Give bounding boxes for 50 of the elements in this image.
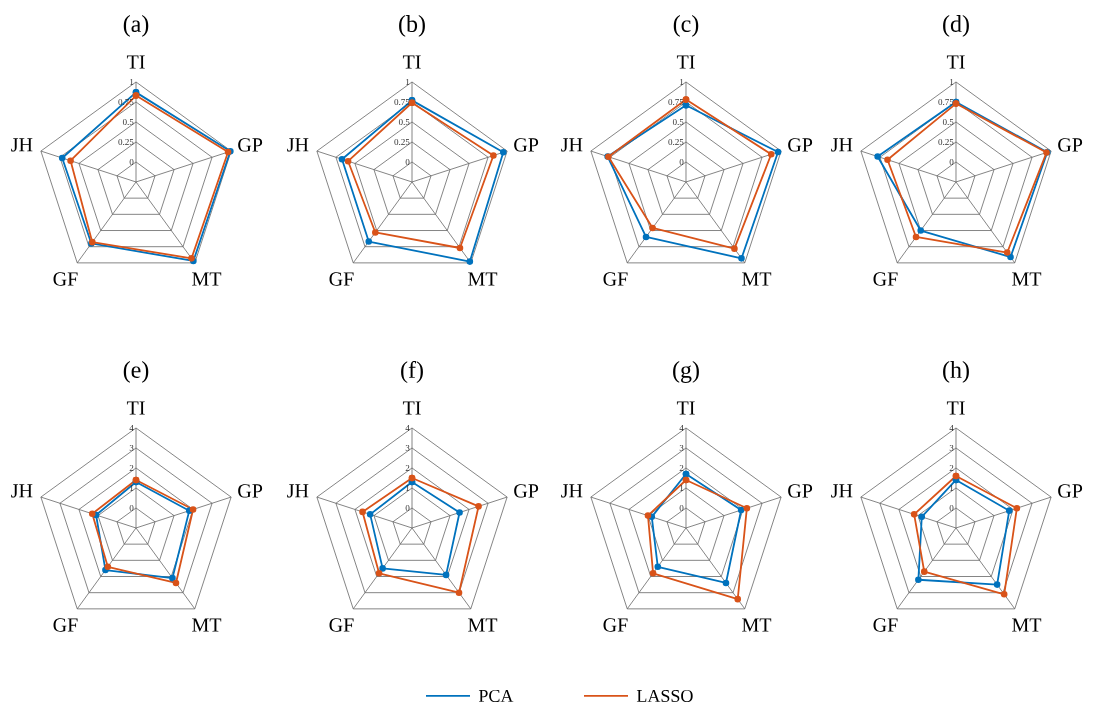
spoke-label: GP: [1058, 138, 1083, 152]
spoke-label: MT: [192, 618, 222, 632]
chart-title: (e): [123, 361, 149, 383]
legend-label: PCA: [478, 689, 514, 703]
spoke-label: MT: [1012, 272, 1042, 286]
spoke-label: GF: [873, 272, 898, 286]
spoke-label: JH: [831, 484, 853, 498]
spoke-label: GF: [603, 618, 628, 632]
spoke-label: GP: [514, 138, 539, 152]
spoke-label: GP: [238, 138, 263, 152]
chart-title: (b): [399, 15, 425, 37]
chart-title: (h): [943, 361, 969, 383]
spoke-label: TI: [676, 55, 695, 69]
spoke-label: MT: [192, 272, 222, 286]
spoke-label: MT: [742, 272, 772, 286]
spoke-label: MT: [468, 272, 498, 286]
spoke-label: MT: [468, 618, 498, 632]
spoke-label: GF: [53, 618, 78, 632]
spoke-label: TI: [126, 401, 145, 415]
spoke-label: TI: [402, 401, 421, 415]
spoke-label: JH: [287, 138, 309, 152]
spoke-label: TI: [946, 401, 965, 415]
spoke-label: TI: [126, 55, 145, 69]
spoke-label: GF: [873, 618, 898, 632]
spoke-label: GF: [329, 272, 354, 286]
spoke-label: TI: [402, 55, 421, 69]
legend-label: LASSO: [636, 689, 693, 703]
spoke-label: TI: [946, 55, 965, 69]
chart-title: (g): [673, 361, 699, 383]
spoke-label: GP: [788, 138, 813, 152]
chart-title: (d): [943, 15, 969, 37]
spoke-label: GP: [1058, 484, 1083, 498]
spoke-label: MT: [742, 618, 772, 632]
spoke-label: MT: [1012, 618, 1042, 632]
spoke-label: JH: [561, 138, 583, 152]
spoke-label: JH: [11, 138, 33, 152]
spoke-label: TI: [676, 401, 695, 415]
spoke-label: JH: [287, 484, 309, 498]
chart-title: (a): [123, 15, 149, 37]
spoke-label: GF: [603, 272, 628, 286]
spoke-label: GP: [238, 484, 263, 498]
spoke-label: JH: [11, 484, 33, 498]
spoke-label: GP: [788, 484, 813, 498]
spoke-label: GF: [329, 618, 354, 632]
spoke-label: JH: [561, 484, 583, 498]
spoke-label: JH: [831, 138, 853, 152]
chart-title: (f): [401, 360, 423, 383]
spoke-label: GF: [53, 272, 78, 286]
chart-title: (c): [673, 15, 699, 37]
spoke-label: GP: [514, 484, 539, 498]
